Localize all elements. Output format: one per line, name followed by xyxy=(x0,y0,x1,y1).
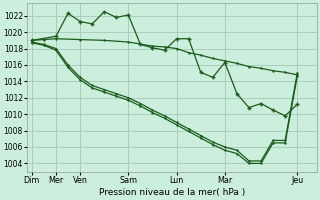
X-axis label: Pression niveau de la mer( hPa ): Pression niveau de la mer( hPa ) xyxy=(99,188,245,197)
